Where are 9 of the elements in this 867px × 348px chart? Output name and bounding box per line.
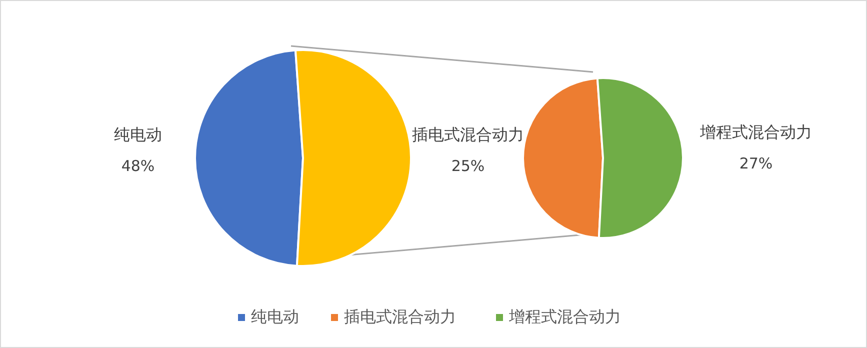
data-label: 27% <box>739 154 773 173</box>
legend-label: 插电式混合动力 <box>344 307 456 328</box>
data-label: 48% <box>121 157 155 176</box>
slice-label: 纯电动 <box>114 125 162 144</box>
legend-label: 纯电动 <box>251 307 299 328</box>
data-label: 25% <box>451 157 485 176</box>
legend-label: 增程式混合动力 <box>509 307 621 328</box>
slice-label: 增程式混合动力 <box>698 122 812 142</box>
slice-label: 插电式混合动力 <box>412 125 524 144</box>
